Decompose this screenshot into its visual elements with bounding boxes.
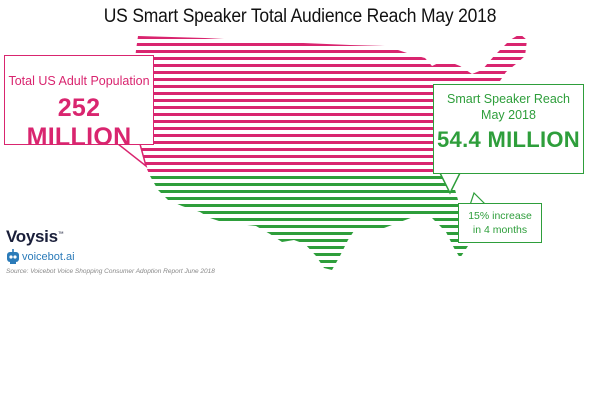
- smart-speaker-reach-label-line2: May 2018: [481, 108, 536, 122]
- map-green-stripe: [133, 260, 527, 263]
- map-pink-stripe: [133, 127, 527, 130]
- increase-label-line1: 15% increase: [468, 210, 532, 222]
- increase-label-line2: in 4 months: [472, 224, 528, 236]
- smart-speaker-reach-label: Smart Speaker Reach May 2018: [434, 91, 583, 123]
- total-population-value: 252 MILLION: [26, 94, 132, 151]
- map-pink-stripe: [133, 92, 527, 95]
- map-pink-stripe: [133, 148, 527, 151]
- smart-speaker-reach-value: 54.4 MILLION: [437, 127, 580, 152]
- map-pink-stripe: [133, 43, 527, 46]
- map-green-stripe: [133, 204, 527, 207]
- increase-label: 15% increase in 4 months: [459, 209, 541, 237]
- map-green-stripe: [133, 197, 527, 200]
- map-pink-stripe: [133, 71, 527, 74]
- map-pink-stripe: [133, 120, 527, 123]
- map-pink-stripe: [133, 78, 527, 81]
- map-pink-stripe: [133, 141, 527, 144]
- map-pink-stripe: [133, 106, 527, 109]
- increase-callout: 15% increase in 4 months: [458, 203, 542, 243]
- map-green-stripe: [133, 218, 527, 221]
- map-pink-stripe: [133, 50, 527, 53]
- voicebot-logo-text: voicebot.ai: [22, 251, 75, 263]
- voysis-logo: Voysis™: [6, 227, 64, 247]
- smart-speaker-reach-label-line1: Smart Speaker Reach: [447, 92, 570, 106]
- total-population-callout: Total US Adult Population 252 MILLION: [4, 55, 154, 151]
- map-green-stripe: [133, 267, 527, 270]
- source-note: Source: Voicebot Voice Shopping Consumer…: [6, 268, 215, 275]
- map-green-stripe: [133, 176, 527, 179]
- map-pink-stripe: [133, 57, 527, 60]
- map-pink-stripe: [133, 64, 527, 67]
- map-green-stripe: [133, 225, 527, 228]
- map-pink-stripe: [133, 155, 527, 158]
- chart-title: US Smart Speaker Total Audience Reach Ma…: [103, 6, 497, 27]
- voicebot-robot-icon: [7, 249, 19, 264]
- map-pink-stripe: [133, 99, 527, 102]
- map-pink-stripe: [133, 134, 527, 137]
- smart-speaker-reach-callout: Smart Speaker Reach May 2018 54.4 MILLIO…: [433, 84, 584, 174]
- map-green-stripe: [133, 246, 527, 249]
- map-green-stripe: [133, 239, 527, 242]
- map-green-stripe: [133, 232, 527, 235]
- map-pink-stripe: [133, 85, 527, 88]
- map-green-stripe: [133, 211, 527, 214]
- map-pink-stripe: [133, 36, 527, 39]
- voicebot-logo: voicebot.ai: [6, 249, 75, 265]
- map-green-stripe: [133, 253, 527, 256]
- map-green-stripe: [133, 183, 527, 186]
- map-pink-stripe: [133, 162, 527, 165]
- map-green-stripe: [133, 190, 527, 193]
- voysis-trademark: ™: [57, 231, 64, 238]
- total-population-label: Total US Adult Population: [8, 74, 150, 88]
- map-pink-stripe: [133, 169, 527, 172]
- map-pink-stripe: [133, 113, 527, 116]
- voysis-logo-text: Voysis: [6, 227, 58, 246]
